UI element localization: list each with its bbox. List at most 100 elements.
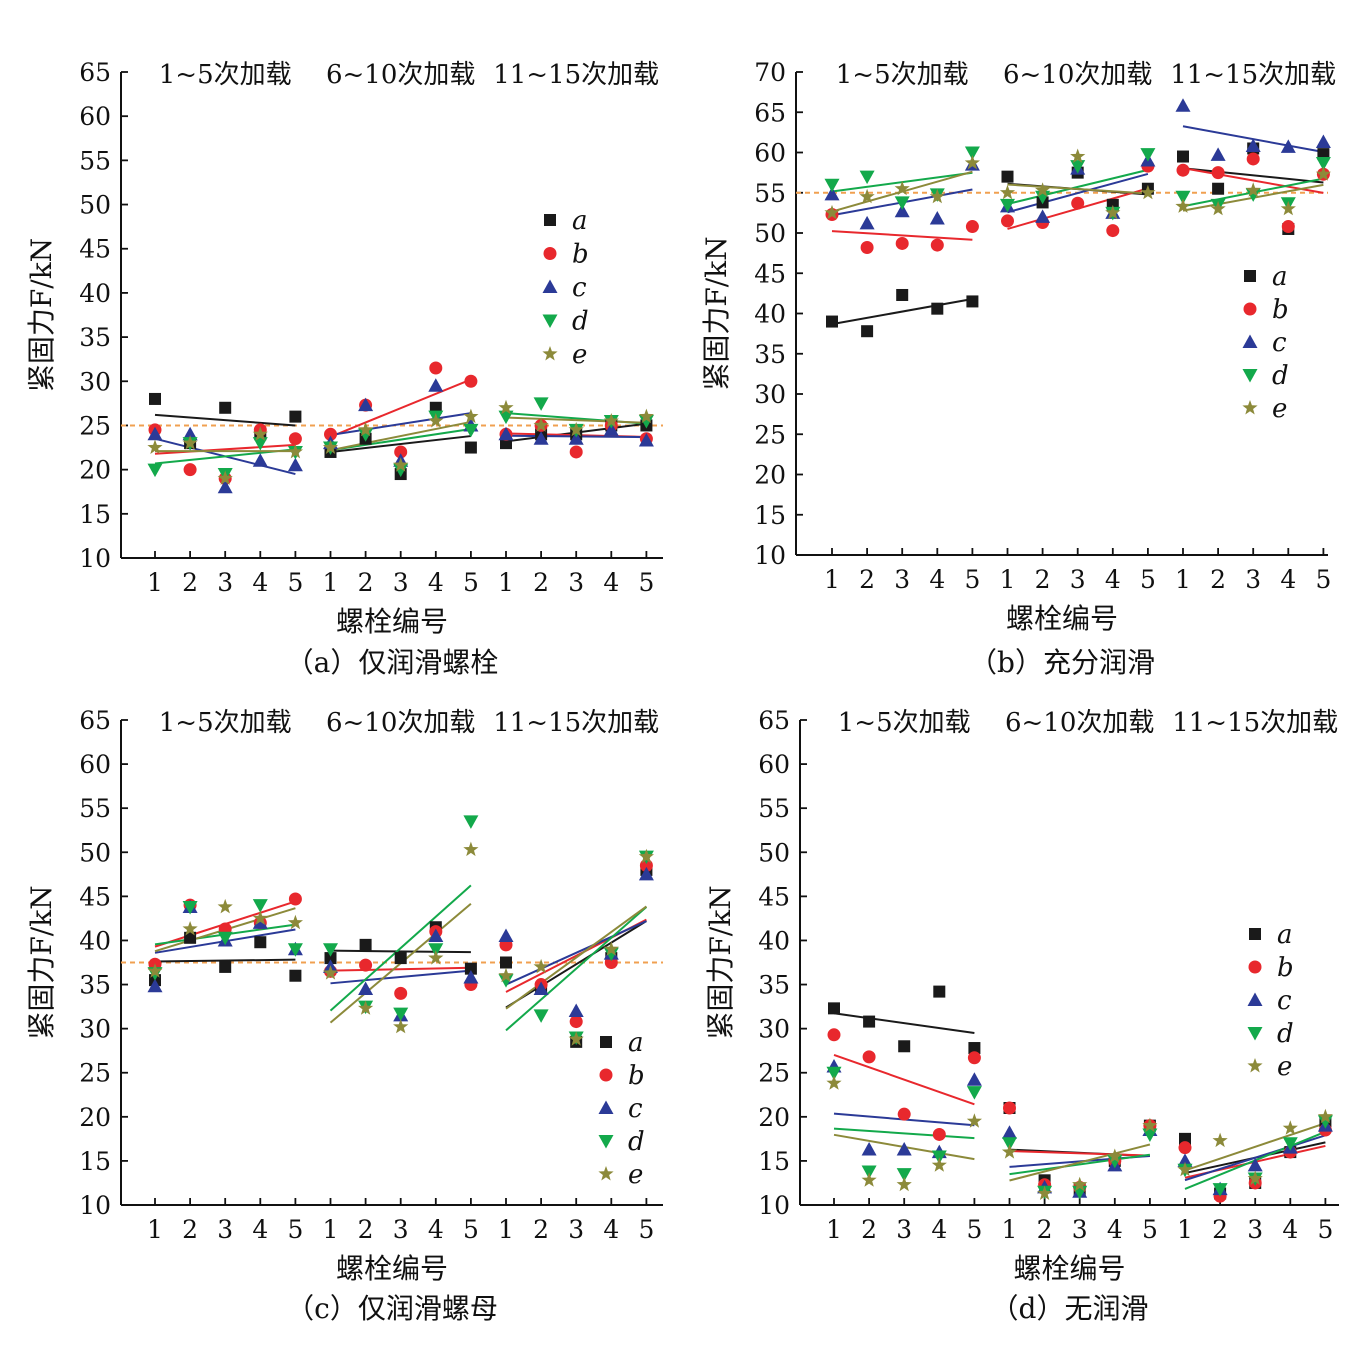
point-e xyxy=(1210,200,1226,216)
point-d xyxy=(1002,1137,1017,1151)
x-tick-label: 4 xyxy=(1105,565,1121,594)
y-tick-label: 55 xyxy=(79,146,111,175)
x-tick-label: 4 xyxy=(1282,1215,1298,1244)
point-a xyxy=(1212,182,1225,195)
point-a xyxy=(500,956,512,969)
point-e xyxy=(147,439,163,454)
y-tick-label: 25 xyxy=(758,1059,790,1088)
point-c xyxy=(1177,1153,1193,1167)
fit-line-a xyxy=(505,920,647,1009)
point-d xyxy=(217,931,233,946)
point-e xyxy=(393,1018,409,1034)
point-d xyxy=(859,170,875,185)
y-tick-label: 20 xyxy=(79,1103,111,1132)
point-c xyxy=(638,432,654,447)
x-axis-title: 螺栓编号 xyxy=(1006,602,1118,635)
point-d xyxy=(463,815,479,829)
x-tick-label: 1 xyxy=(147,568,163,597)
point-b xyxy=(394,986,408,1000)
point-b xyxy=(429,361,443,375)
y-tick-label: 10 xyxy=(758,1191,790,1220)
point-b xyxy=(1178,1141,1192,1155)
point-e xyxy=(861,1172,877,1187)
point-c xyxy=(533,431,549,445)
fit-line-a xyxy=(154,958,296,963)
point-e xyxy=(533,958,549,974)
legend-marker-e xyxy=(542,346,558,361)
point-c xyxy=(1002,1125,1017,1139)
legend-label: a xyxy=(1272,262,1288,292)
point-a xyxy=(219,960,232,973)
point-d xyxy=(1175,190,1191,205)
point-c xyxy=(859,215,875,230)
y-axis-title: 紧固力F/kN xyxy=(25,238,58,392)
legend-label: d xyxy=(1272,361,1289,391)
x-tick-label: 2 xyxy=(358,1215,374,1244)
legend-marker-a xyxy=(600,1036,612,1048)
y-tick-label: 20 xyxy=(758,1103,790,1132)
point-e xyxy=(1072,1176,1088,1192)
x-tick-label: 1 xyxy=(1002,1215,1018,1244)
point-e xyxy=(1070,148,1086,163)
y-tick-label: 15 xyxy=(758,1147,790,1176)
point-e xyxy=(1107,1148,1123,1163)
y-tick-label: 10 xyxy=(79,544,111,573)
legend-label: e xyxy=(1277,1052,1292,1082)
point-d xyxy=(861,1165,877,1179)
point-e xyxy=(428,413,444,428)
fit-line-e xyxy=(505,416,647,424)
point-e xyxy=(638,848,654,864)
x-tick-label: 3 xyxy=(1247,1215,1263,1244)
point-e xyxy=(463,408,479,424)
y-tick-label: 30 xyxy=(79,1015,111,1044)
point-e xyxy=(1177,1161,1193,1177)
point-e xyxy=(1140,184,1156,200)
point-b xyxy=(359,958,373,972)
point-b xyxy=(967,1051,981,1065)
x-tick-label: 3 xyxy=(217,568,233,597)
x-tick-label: 2 xyxy=(533,1215,549,1244)
y-tick-label: 20 xyxy=(79,456,111,485)
x-tick-label: 3 xyxy=(217,1215,233,1244)
point-c xyxy=(498,928,514,943)
loading-group-label: 1~5次加载 xyxy=(836,60,969,90)
legend-label: d xyxy=(1277,1019,1294,1049)
y-tick-label: 65 xyxy=(79,58,111,87)
y-tick-label: 25 xyxy=(79,411,111,440)
point-e xyxy=(1282,1120,1298,1135)
point-d xyxy=(896,1168,912,1182)
point-e xyxy=(1247,1170,1263,1185)
point-e xyxy=(217,898,233,914)
point-d xyxy=(147,463,163,478)
fit-line-d xyxy=(329,884,472,1012)
x-tick-label: 5 xyxy=(1317,1215,1333,1244)
fit-line-a xyxy=(1182,167,1324,184)
fit-line-e xyxy=(1007,183,1148,195)
fit-line-a xyxy=(833,1012,975,1035)
point-e xyxy=(182,435,198,450)
x-tick-label: 2 xyxy=(182,1215,198,1244)
loading-group-label: 11~15次加载 xyxy=(493,708,659,738)
point-c xyxy=(252,453,268,467)
legend-label: c xyxy=(1277,986,1292,1016)
legend-label: a xyxy=(1277,920,1293,950)
point-b xyxy=(1106,224,1120,238)
legend-label: c xyxy=(1272,328,1287,358)
x-tick-label: 4 xyxy=(252,568,268,597)
legend-label: c xyxy=(628,1094,643,1124)
point-d xyxy=(1070,160,1086,174)
point-c xyxy=(217,479,233,494)
legend-marker-b xyxy=(599,1068,613,1082)
point-d xyxy=(533,397,549,411)
legend-label: b xyxy=(572,240,589,270)
point-d xyxy=(182,900,198,915)
point-b xyxy=(827,1028,841,1042)
y-axis-title: 紧固力F/kN xyxy=(704,885,737,1039)
point-e xyxy=(498,399,514,415)
point-b xyxy=(932,1127,946,1141)
x-tick-label: 3 xyxy=(1070,565,1086,594)
point-c xyxy=(929,211,945,225)
point-e xyxy=(603,413,619,428)
